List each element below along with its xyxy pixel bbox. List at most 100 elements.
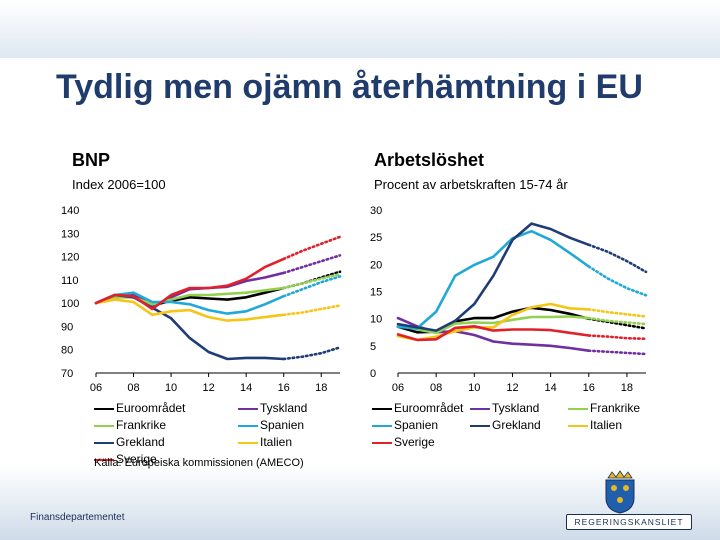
bnp-series-forecast-1 (282, 254, 342, 275)
bnp-chart-title: BNP (72, 150, 111, 170)
arbetsloshet-y-tick-label: 0 (370, 368, 376, 380)
legend-label: Tyskland (260, 401, 308, 415)
arbetsloshet-chart-title: Arbetslöshet (374, 150, 485, 170)
arbetsloshet-series-line-5 (396, 302, 591, 342)
arbetsloshet-x-tick-label: 08 (430, 382, 442, 394)
arbetsloshet-series-forecast-1 (587, 349, 648, 356)
arbetsloshet-chart-subtitle: Procent av arbetskraften 15-74 år (374, 177, 568, 192)
legend-item: Euroområdet (94, 400, 185, 417)
legend-item: Grekland (470, 417, 541, 434)
source-note: Källa: Europeiska kommissionen (AMECO) (94, 457, 304, 469)
legend-swatch (94, 407, 114, 410)
legend-swatch (372, 407, 392, 410)
bnp-series-line-6 (94, 257, 286, 311)
legend-item: Tyskland (470, 400, 539, 417)
legend-label: Tyskland (492, 401, 540, 415)
bnp-y-tick-label: 90 (61, 321, 73, 333)
bnp-x-tick-label: 06 (90, 382, 102, 394)
legend-swatch (238, 441, 258, 444)
legend-item: Italien (238, 434, 292, 451)
bnp-y-tick-label: 110 (61, 275, 79, 287)
bnp-series-forecast-5 (282, 304, 342, 317)
arbetsloshet-x-tick-label: 18 (621, 382, 633, 394)
legend-label: Spanien (260, 418, 305, 432)
legend-swatch (372, 424, 392, 427)
slide-title: Tydlig men ojämn återhämtning i EU (56, 68, 643, 106)
arbetsloshet-y-tick-label: 5 (370, 341, 376, 353)
arbetsloshet-x-tick-label: 16 (583, 382, 595, 394)
legend-item: Sverige (94, 451, 157, 468)
legend-item: Sverige (372, 434, 435, 451)
bnp-chart-subtitle: Index 2006=100 (72, 177, 166, 192)
legend-label: Frankrike (590, 401, 641, 415)
legend-swatch (372, 441, 392, 444)
legend-label: Sverige (116, 452, 157, 466)
arbetsloshet-legend: Euroområdet Tyskland Frankrike Spanien Grekl… (372, 400, 672, 452)
header-band (0, 0, 720, 58)
legend-swatch (568, 407, 588, 410)
arbetsloshet-series-forecast-3 (587, 265, 648, 297)
bnp-x-tick-label: 16 (278, 382, 290, 394)
arbetsloshet-series-line-3 (396, 229, 591, 330)
bnp-y-tick-label: 70 (61, 368, 73, 380)
arbetsloshet-y-tick-label: 30 (370, 205, 382, 217)
bnp-x-tick-label: 12 (202, 382, 214, 394)
arbetsloshet-series-forecast-6 (587, 334, 648, 341)
legend-swatch (238, 407, 258, 410)
bnp-x-tick-label: 10 (165, 382, 177, 394)
legend-item: Italien (568, 417, 622, 434)
legend-label: Sverige (394, 435, 435, 449)
legend-label: Grekland (492, 418, 541, 432)
legend-label: Frankrike (116, 418, 167, 432)
crown-crest-icon (605, 470, 635, 514)
bnp-series-forecast-3 (282, 275, 342, 298)
legend-label: Euroområdet (394, 401, 464, 415)
footer-organisation: Finansdepartementet (30, 512, 125, 523)
legend-swatch (470, 407, 490, 410)
arbetsloshet-series-forecast-2 (587, 316, 648, 326)
legend-item: Frankrike (568, 400, 640, 417)
legend-item: Grekland (94, 434, 165, 451)
arbetsloshet-y-tick-label: 25 (370, 232, 382, 244)
legend-swatch (238, 424, 258, 427)
bnp-y-tick-label: 130 (61, 228, 79, 240)
legend-swatch (94, 424, 114, 427)
arbetsloshet-series-line-2 (396, 315, 591, 335)
arbetsloshet-x-tick-label: 14 (544, 382, 556, 394)
legend-swatch (94, 441, 114, 444)
legend-label: Italien (260, 435, 293, 449)
arbetsloshet-y-tick-label: 15 (370, 287, 382, 299)
arbetsloshet-series-line-4 (396, 222, 591, 332)
legend-item: Spanien (372, 417, 438, 434)
arbetsloshet-series-forecast-5 (587, 308, 648, 318)
legend-swatch (470, 424, 490, 427)
legend-label: Spanien (394, 418, 439, 432)
arbetsloshet-y-tick-label: 20 (370, 259, 382, 271)
bnp-series-forecast-2 (282, 272, 342, 290)
legend-label: Italien (590, 418, 623, 432)
bnp-x-tick-label: 08 (127, 382, 139, 394)
regeringskansliet-logo: REGERINGSKANSLIET (566, 514, 692, 530)
bnp-legend: Euroområdet Tyskland Frankrike Spanien Grekl… (94, 400, 354, 466)
arbetsloshet-x-tick-label: 06 (392, 382, 404, 394)
arbetsloshet-series-forecast-4 (587, 243, 648, 274)
legend-item: Euroområdet (372, 400, 463, 417)
bnp-series-forecast-4 (282, 346, 342, 361)
bnp-series-line-3 (94, 291, 286, 315)
legend-label: Euroområdet (116, 401, 186, 415)
legend-swatch (568, 424, 588, 427)
legend-item: Frankrike (94, 417, 166, 434)
legend-item: Tyskland (238, 400, 307, 417)
bnp-x-tick-label: 18 (315, 382, 327, 394)
bnp-y-tick-label: 100 (61, 298, 79, 310)
legend-item: Spanien (238, 417, 304, 434)
bnp-y-tick-label: 120 (61, 252, 79, 264)
bnp-y-tick-label: 140 (61, 205, 79, 217)
arbetsloshet-series-line-6 (396, 324, 591, 342)
legend-label: Grekland (116, 435, 165, 449)
bnp-y-tick-label: 80 (61, 345, 73, 357)
arbetsloshet-x-tick-label: 10 (468, 382, 480, 394)
bnp-x-tick-label: 14 (240, 382, 252, 394)
arbetsloshet-x-tick-label: 12 (506, 382, 518, 394)
